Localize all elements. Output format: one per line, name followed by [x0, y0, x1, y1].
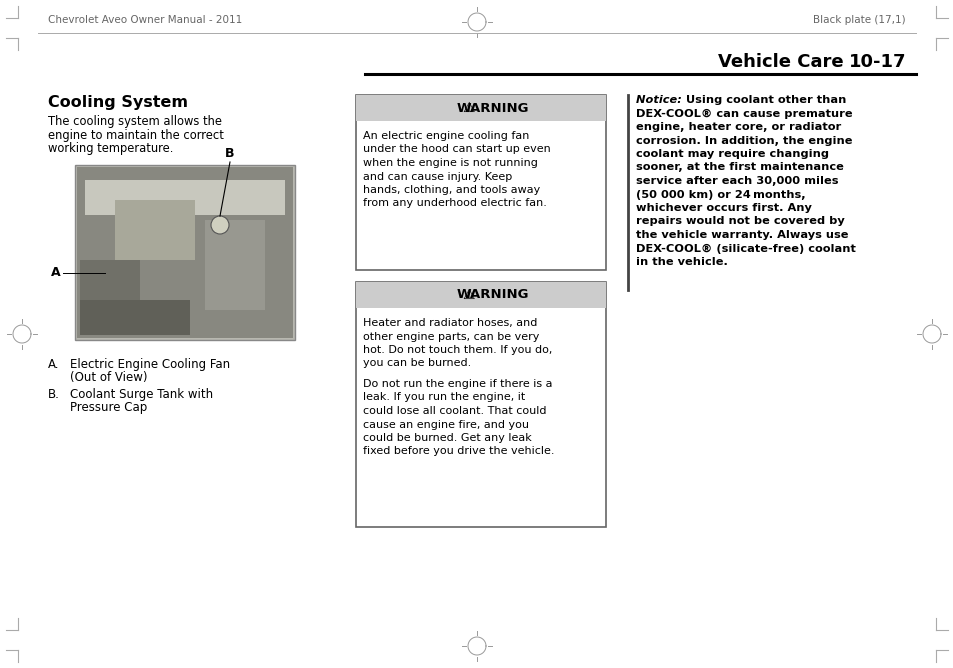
Text: Do not run the engine if there is a: Do not run the engine if there is a [363, 379, 552, 389]
Text: when the engine is not running: when the engine is not running [363, 158, 537, 168]
Text: repairs would not be covered by: repairs would not be covered by [636, 216, 843, 226]
Bar [80, 300, 190, 335]
Bar [85, 180, 285, 215]
Text: ⚠: ⚠ [462, 101, 475, 115]
Text: 10-17: 10-17 [847, 53, 905, 71]
Text: working temperature.: working temperature. [48, 142, 173, 155]
Text: cause an engine fire, and you: cause an engine fire, and you [363, 420, 529, 430]
Text: and can cause injury. Keep: and can cause injury. Keep [363, 172, 512, 182]
Text: hands, clothing, and tools away: hands, clothing, and tools away [363, 185, 539, 195]
Text: in the vehicle.: in the vehicle. [636, 257, 727, 267]
Circle shape [211, 216, 229, 234]
Bar [355, 282, 605, 527]
Text: engine to maintain the correct: engine to maintain the correct [48, 128, 224, 142]
Text: could be burned. Get any leak: could be burned. Get any leak [363, 433, 531, 443]
Text: B.: B. [48, 388, 60, 401]
Text: other engine parts, can be very: other engine parts, can be very [363, 331, 538, 341]
Text: you can be burned.: you can be burned. [363, 359, 471, 369]
Text: An electric engine cooling fan: An electric engine cooling fan [363, 131, 529, 141]
Text: WARNING: WARNING [456, 102, 529, 114]
Text: The cooling system allows the: The cooling system allows the [48, 115, 222, 128]
Text: corrosion. In addition, the engine: corrosion. In addition, the engine [636, 136, 852, 146]
Text: engine, heater core, or radiator: engine, heater core, or radiator [636, 122, 841, 132]
Bar [355, 95, 605, 270]
Text: WARNING: WARNING [456, 289, 529, 301]
Text: (Out of View): (Out of View) [70, 371, 148, 384]
Text: could lose all coolant. That could: could lose all coolant. That could [363, 406, 546, 416]
Text: Vehicle Care      10-17: Vehicle Care 10-17 [889, 61, 905, 63]
Text: leak. If you run the engine, it: leak. If you run the engine, it [363, 393, 525, 403]
Text: Heater and radiator hoses, and: Heater and radiator hoses, and [363, 318, 537, 328]
Bar [75, 165, 294, 340]
Bar [205, 220, 265, 310]
Text: hot. Do not touch them. If you do,: hot. Do not touch them. If you do, [363, 345, 552, 355]
Text: Electric Engine Cooling Fan: Electric Engine Cooling Fan [70, 358, 230, 371]
Text: Black plate (17,1): Black plate (17,1) [813, 15, 905, 25]
Text: Cooling System: Cooling System [48, 95, 188, 110]
Text: A.: A. [48, 358, 59, 371]
Text: Notice:: Notice: [636, 95, 685, 105]
Bar [80, 260, 140, 300]
Text: under the hood can start up even: under the hood can start up even [363, 144, 550, 154]
Text: coolant may require changing: coolant may require changing [636, 149, 828, 159]
Bar [355, 95, 605, 121]
Text: A: A [51, 267, 61, 279]
Bar [355, 282, 605, 308]
Text: Using coolant other than: Using coolant other than [681, 95, 845, 105]
Text: Coolant Surge Tank with: Coolant Surge Tank with [70, 388, 213, 401]
Text: fixed before you drive the vehicle.: fixed before you drive the vehicle. [363, 446, 554, 456]
Text: (50 000 km) or 24 months,: (50 000 km) or 24 months, [636, 190, 804, 200]
Text: DEX-COOL® can cause premature: DEX-COOL® can cause premature [636, 108, 852, 119]
Text: ⚠: ⚠ [462, 288, 475, 302]
Text: Vehicle Care: Vehicle Care [718, 53, 842, 71]
Text: Pressure Cap: Pressure Cap [70, 401, 147, 414]
Text: B: B [225, 147, 234, 160]
Text: service after each 30,000 miles: service after each 30,000 miles [636, 176, 838, 186]
Text: the vehicle warranty. Always use: the vehicle warranty. Always use [636, 230, 847, 240]
Text: Chevrolet Aveo Owner Manual - 2011: Chevrolet Aveo Owner Manual - 2011 [48, 15, 242, 25]
Text: sooner, at the first maintenance: sooner, at the first maintenance [636, 162, 843, 172]
Text: whichever occurs first. Any: whichever occurs first. Any [636, 203, 811, 213]
Text: DEX-COOL® (silicate-free) coolant: DEX-COOL® (silicate-free) coolant [636, 244, 855, 254]
Bar [77, 167, 293, 338]
Text: from any underhood electric fan.: from any underhood electric fan. [363, 198, 546, 208]
Bar [115, 200, 194, 260]
